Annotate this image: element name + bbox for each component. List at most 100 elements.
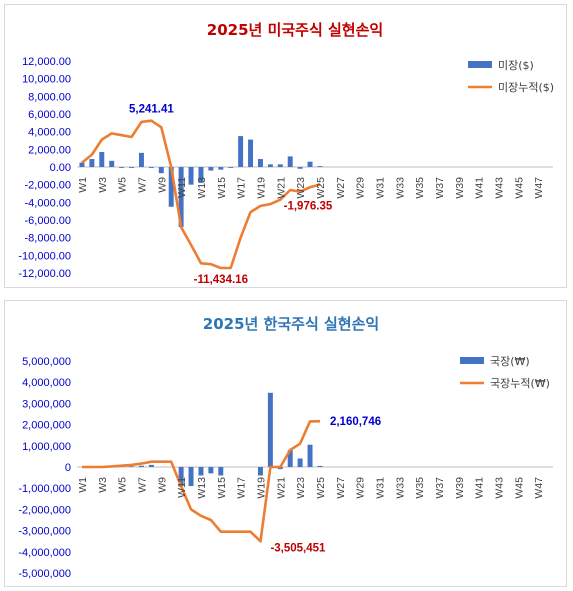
x-tick-label: W41 <box>474 177 486 199</box>
bar <box>168 167 174 207</box>
y-tick-label: -10,000.00 <box>18 250 71 262</box>
y-tick-label: 5,000,000 <box>22 356 71 368</box>
bar <box>317 465 323 467</box>
legend-swatch-bar <box>460 357 484 364</box>
y-tick-label: 12,000.00 <box>22 56 71 68</box>
bar <box>99 151 105 167</box>
y-tick-label: 8,000.00 <box>28 91 71 103</box>
bar <box>317 166 323 167</box>
y-tick-label: 2,000.00 <box>28 144 71 156</box>
x-tick-label: W17 <box>236 177 248 199</box>
x-tick-label: W17 <box>236 477 248 499</box>
bar <box>188 167 194 185</box>
legend-swatch-bar <box>468 61 492 68</box>
y-tick-label: -8,000.00 <box>25 233 71 245</box>
bar <box>218 167 224 170</box>
bar <box>89 159 95 167</box>
x-tick-label: W19 <box>255 477 267 499</box>
x-tick-label: W21 <box>275 177 287 199</box>
bar <box>257 159 263 167</box>
bar <box>208 167 214 171</box>
y-tick-label: -1,000,000 <box>18 483 71 495</box>
x-tick-label: W15 <box>216 477 228 499</box>
y-tick-label: -12,000.00 <box>18 268 71 280</box>
bar <box>297 458 303 467</box>
y-tick-label: -3,000,000 <box>18 526 71 538</box>
bar <box>218 467 224 476</box>
x-tick-label: W37 <box>434 177 446 199</box>
bar <box>228 167 234 168</box>
x-tick-label: W3 <box>97 477 109 493</box>
chart-title: 2025년 한국주식 실현손익 <box>203 315 379 333</box>
data-label: -3,505,451 <box>270 542 326 554</box>
legend-label: 국장누적(₩) <box>490 377 550 390</box>
x-tick-label: W33 <box>394 177 406 199</box>
bar <box>119 167 125 168</box>
y-tick-label: -2,000,000 <box>18 504 71 516</box>
y-tick-label: 2,000,000 <box>22 420 71 432</box>
x-tick-label: W31 <box>374 477 386 499</box>
bar <box>129 167 135 168</box>
kr-stock-chart-panel: 2025년 한국주식 실현손익 5,000,000 4,000,000 3,000,0… <box>4 300 567 587</box>
x-tick-label: W13 <box>196 177 208 199</box>
y-tick-label: 0 <box>65 462 71 474</box>
bar <box>208 467 214 474</box>
x-tick-label: W11 <box>176 477 188 498</box>
x-tick-label: W45 <box>513 477 525 499</box>
us-stock-chart: 2025년 미국주식 실현손익 12,000.00 10,000.00 8,000.0… <box>18 21 554 286</box>
legend-label: 국장(₩) <box>490 355 530 368</box>
y-tick-label: -2,000.00 <box>25 180 71 192</box>
x-tick-label: W43 <box>493 177 505 199</box>
bar <box>148 167 154 168</box>
x-tick-label: W47 <box>533 477 545 499</box>
x-tick-label: W13 <box>196 477 208 499</box>
x-tick-label: W15 <box>216 177 228 199</box>
bar <box>188 467 194 487</box>
bar <box>138 152 144 167</box>
y-tick-label: 10,000.00 <box>22 74 71 86</box>
x-tick-label: W39 <box>454 477 466 499</box>
bar <box>297 167 303 169</box>
x-tick-label: W9 <box>156 177 168 193</box>
x-tick-label: W25 <box>315 177 327 199</box>
x-tick-label: W47 <box>533 177 545 199</box>
x-tick-label: W3 <box>97 177 109 193</box>
x-tick-label: W35 <box>414 477 426 499</box>
bar <box>248 139 254 167</box>
x-tick-label: W39 <box>454 177 466 199</box>
bar <box>129 466 135 467</box>
x-tick-label: W21 <box>275 477 287 499</box>
bar <box>198 467 204 476</box>
x-tick-label: W19 <box>255 177 267 199</box>
y-tick-label: 0.00 <box>50 162 71 174</box>
x-tick-label: W45 <box>513 177 525 199</box>
y-tick-label: -4,000,000 <box>18 547 71 559</box>
x-tick-label: W27 <box>335 477 347 499</box>
x-tick-label: W41 <box>474 477 486 499</box>
bar <box>238 136 244 167</box>
bar <box>307 161 313 167</box>
bar <box>109 160 115 167</box>
x-tick-label: W11 <box>176 177 188 198</box>
bar <box>178 167 184 228</box>
x-tick-label: W27 <box>335 177 347 199</box>
x-tick-label: W5 <box>117 477 129 493</box>
x-tick-label: W7 <box>136 477 148 493</box>
x-tick-label: W35 <box>414 177 426 199</box>
x-tick-label: W31 <box>374 177 386 199</box>
bar <box>277 164 283 167</box>
bar <box>198 167 204 183</box>
bar <box>287 450 293 467</box>
data-label: 2,160,746 <box>330 416 381 428</box>
x-tick-label: W1 <box>77 477 89 493</box>
bar <box>158 167 164 174</box>
y-tick-label: -5,000,000 <box>18 568 71 580</box>
bar <box>148 464 154 467</box>
x-tick-label: W23 <box>295 477 307 499</box>
x-tick-label: W37 <box>434 477 446 499</box>
x-tick-label: W5 <box>117 177 129 193</box>
data-label: -1,976.35 <box>284 200 333 212</box>
us-stock-chart-panel: 2025년 미국주식 실현손익 12,000.00 10,000.00 8,000.0… <box>4 4 567 288</box>
cumulative-line <box>82 419 321 543</box>
data-label: -11,434.16 <box>194 274 248 286</box>
